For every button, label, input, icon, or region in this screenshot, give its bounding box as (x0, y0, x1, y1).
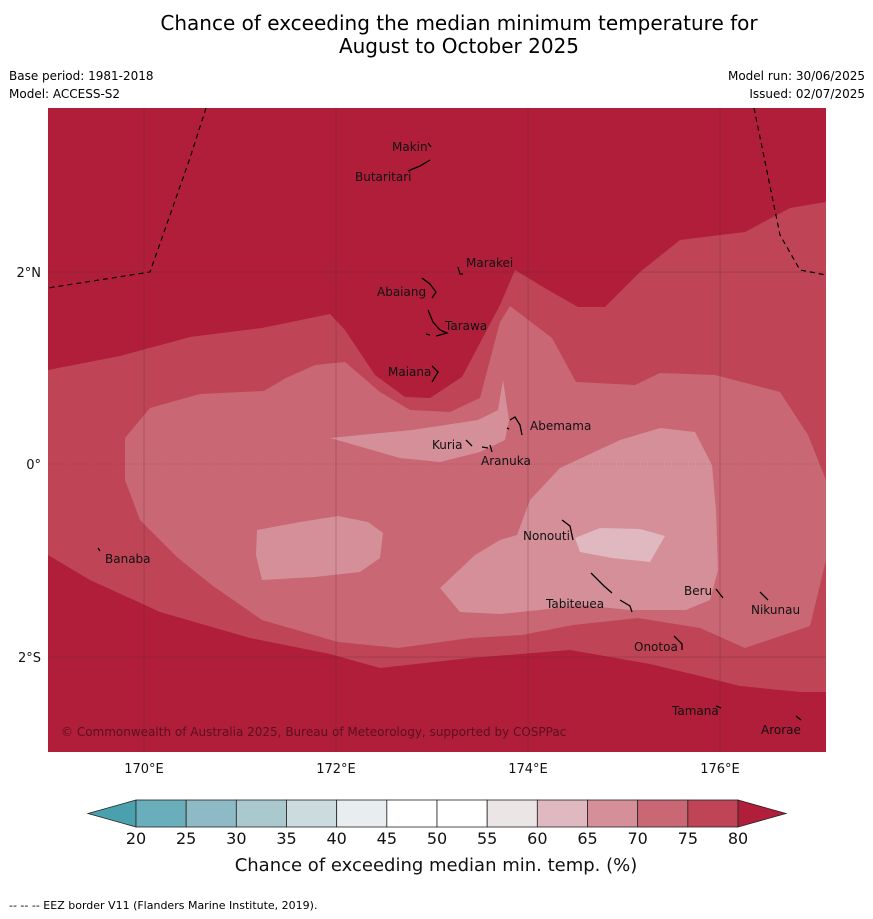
place-label-tamana: Tamana (671, 704, 719, 718)
lon-label-174e: 174°E (508, 762, 548, 777)
lat-label-2s: 2°S (18, 651, 41, 666)
place-label-tabiteuea: Tabiteuea (545, 597, 604, 611)
place-label-kuria: Kuria (432, 438, 463, 452)
colorbar-tick-label: 25 (176, 829, 196, 848)
copyright-notice: © Commonwealth of Australia 2025, Bureau… (61, 725, 566, 739)
colorbar-under-triangle (86, 799, 137, 828)
title-line-2: August to October 2025 (338, 34, 580, 58)
place-label-onotoa: Onotoa (634, 640, 678, 654)
place-label-abaiang: Abaiang (377, 285, 426, 299)
island-outlines (97, 142, 802, 721)
place-label-butaritari: Butaritari (355, 170, 412, 184)
issued-date: Issued: 02/07/2025 (749, 87, 865, 101)
model-name: Model: ACCESS-S2 (9, 87, 121, 101)
graticule (48, 108, 826, 752)
colorbar-bin-75 (687, 799, 739, 828)
colorbar-tick-label: 80 (728, 829, 748, 848)
lat-label-0: 0° (26, 458, 41, 473)
colorbar-tick-label: 45 (377, 829, 397, 848)
place-label-tarawa: Tarawa (444, 319, 487, 333)
place-label-nonouti: Nonouti (523, 529, 570, 543)
colorbar-tick-label: 35 (276, 829, 296, 848)
band-65-70 (256, 516, 383, 580)
place-label-banaba: Banaba (105, 552, 151, 566)
place-label-aranuka: Aranuka (481, 454, 531, 468)
colorbar-bin-35 (286, 799, 338, 828)
colorbar (86, 799, 788, 828)
colorbar-bin-70 (637, 799, 689, 828)
colorbar-ticks: 20 25 30 35 40 45 50 55 60 65 70 75 80 (126, 829, 748, 848)
meta-left: Base period: 1981-2018 Model: ACCESS-S2 (9, 67, 154, 103)
colorbar-bin-25 (185, 799, 237, 828)
colorbar-bin-45 (386, 799, 438, 828)
colorbar-bin-30 (235, 799, 287, 828)
colorbar-tick-label: 55 (477, 829, 497, 848)
place-labels: Makin Butaritari Marakei Abaiang Tarawa … (105, 140, 801, 737)
eez-footnote: -- -- -- EEZ border V11 (Flanders Marine… (9, 899, 318, 912)
place-label-marakei: Marakei (466, 256, 513, 270)
band-65-70 (440, 428, 718, 614)
band-60-65 (575, 528, 665, 562)
band-65-70 (330, 380, 509, 462)
place-label-makin: Makin (392, 140, 428, 154)
place-label-abemama: Abemama (530, 419, 591, 433)
colorbar-bin-20 (135, 799, 187, 828)
colorbar-bin-40 (336, 799, 388, 828)
place-label-arorae: Arorae (761, 723, 801, 737)
place-label-nikunau: Nikunau (751, 603, 800, 617)
colorbar-tick-label: 20 (126, 829, 146, 848)
lat-label-2n: 2°N (17, 266, 42, 281)
lon-label-172e: 172°E (316, 762, 356, 777)
model-run: Model run: 30/06/2025 (727, 69, 865, 83)
lat-axis-labels: 2°N 0° 2°S (17, 266, 42, 666)
map-panel: Makin Butaritari Marakei Abaiang Tarawa … (48, 108, 826, 752)
colorbar-tick-label: 40 (326, 829, 346, 848)
colorbar-tick-label: 65 (577, 829, 597, 848)
colorbar-bin-65 (587, 799, 639, 828)
base-period: Base period: 1981-2018 (9, 69, 154, 83)
colorbar-over-triangle (737, 799, 788, 828)
lon-axis-labels: 170°E 172°E 174°E 176°E (124, 762, 740, 777)
meta-right: Model run: 30/06/2025 Issued: 02/07/2025 (728, 67, 865, 103)
place-label-beru: Beru (684, 584, 712, 598)
lon-label-170e: 170°E (124, 762, 164, 777)
lon-label-176e: 176°E (700, 762, 740, 777)
colorbar-tick-label: 60 (527, 829, 547, 848)
colorbar-tick-label: 70 (627, 829, 647, 848)
eez-border (48, 108, 826, 289)
colorbar-title: Chance of exceeding median min. temp. (%… (235, 855, 638, 876)
colorbar-tick-label: 30 (226, 829, 246, 848)
place-label-maiana: Maiana (388, 365, 431, 379)
colorbar-tick-label: 50 (427, 829, 447, 848)
colorbar-bin-60 (536, 799, 588, 828)
title-line-1: Chance of exceeding the median minimum t… (160, 11, 758, 35)
map-title: Chance of exceeding the median minimum t… (0, 12, 873, 58)
colorbar-bin-50 (436, 799, 488, 828)
colorbar-bin-55 (486, 799, 538, 828)
colorbar-tick-label: 75 (678, 829, 698, 848)
